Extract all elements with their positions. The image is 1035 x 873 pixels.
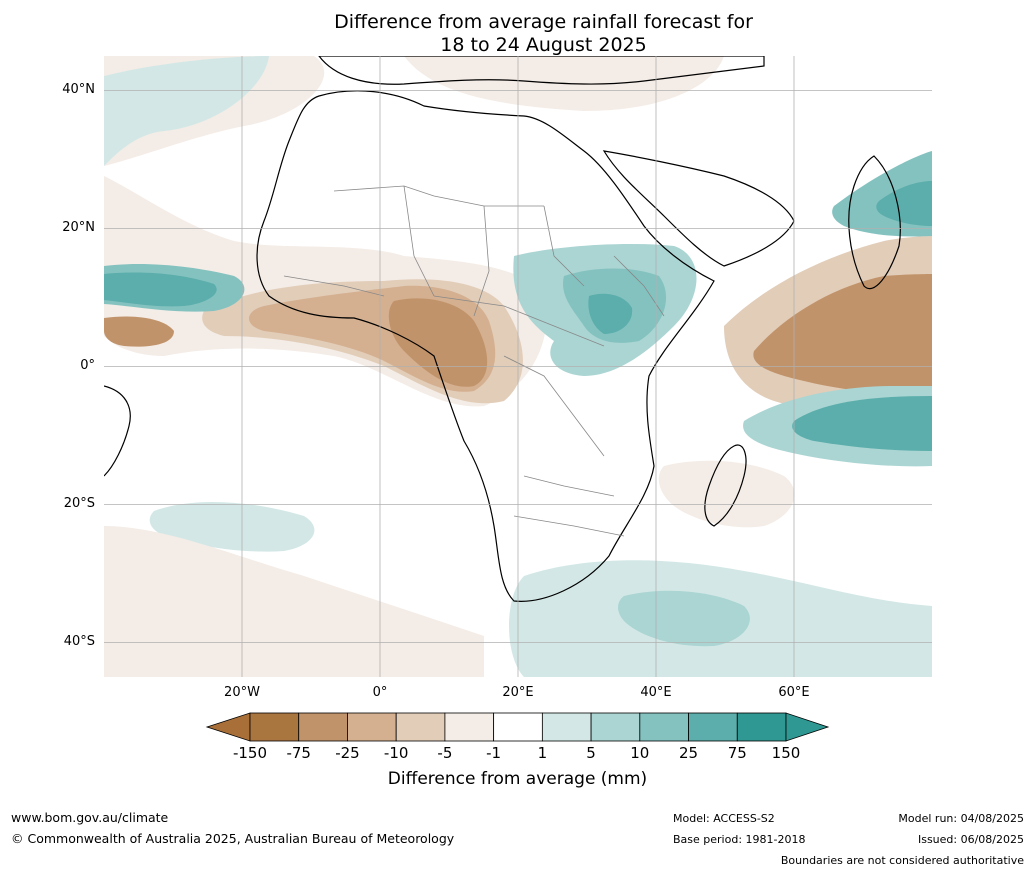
south-america-coastline (104, 385, 131, 477)
footer-issued: Issued: 06/08/2025 (917, 833, 1024, 846)
lat-label: 40°N (62, 82, 95, 97)
lat-label: 0° (80, 358, 95, 373)
colorbar-tick-label: -1 (486, 744, 502, 762)
africa-coastline (256, 90, 715, 602)
graticule (104, 56, 932, 677)
footer-copyright: © Commonwealth of Australia 2025, Austra… (11, 831, 455, 846)
colorbar-swatch (347, 712, 397, 742)
colorbar-title: Difference from average (mm) (387, 769, 648, 789)
colorbar-tick-label: -25 (335, 744, 360, 762)
colorbar-tick-label: -5 (437, 744, 453, 762)
anomaly-southern-ocean-dry (104, 526, 484, 677)
country-borders (283, 185, 665, 537)
colorbar-arrow-low (205, 712, 251, 742)
lon-label: 60°E (778, 685, 810, 700)
arabian-peninsula-coastline (602, 150, 795, 267)
anomaly-atlantic-wet-core (104, 272, 217, 307)
anomaly-fields (104, 56, 932, 677)
lon-label: 40°E (640, 685, 672, 700)
anomaly-southern-ocean-wet-core (618, 590, 750, 647)
footer-base-period: Base period: 1981-2018 (673, 833, 806, 846)
map-title-line1: Difference from average rainfall forecas… (334, 11, 753, 33)
lat-label: 20°N (62, 220, 95, 235)
colorbar-arrow-high (785, 712, 830, 742)
colorbar-tick-label: 1 (537, 744, 548, 762)
madagascar-coastline (704, 444, 747, 527)
colorbar-swatch (493, 712, 543, 742)
map-title-line2: 18 to 24 August 2025 (440, 34, 647, 56)
lat-label: 20°S (63, 496, 95, 511)
europe-coastline (318, 56, 765, 85)
colorbar-swatches (205, 712, 830, 742)
colorbar-swatch (639, 712, 689, 742)
footer-model: Model: ACCESS-S2 (673, 812, 775, 825)
colorbar-tick-label: 75 (727, 744, 747, 762)
footer-disclaimer: Boundaries are not considered authoritat… (780, 854, 1024, 867)
anomaly-south-indian-wet (792, 396, 932, 451)
anomaly-south-indian-dry (658, 460, 795, 528)
colorbar-swatch (688, 712, 738, 742)
colorbar-tick-label: 150 (771, 744, 801, 762)
lon-label: 0° (372, 685, 388, 700)
colorbar-tick-label: 5 (586, 744, 596, 762)
colorbar-swatch (541, 712, 592, 742)
colorbar-swatch (298, 712, 348, 742)
anomaly-arabian-sea-wet-core (876, 181, 932, 226)
footer-site: www.bom.gov.au/climate (11, 810, 169, 825)
colorbar-tick-label: 25 (678, 744, 699, 762)
colorbar-swatch (444, 712, 495, 742)
colorbar-tick-label: -75 (286, 744, 311, 762)
lon-label: 20°W (224, 685, 260, 700)
anomaly-atlantic-dry-blob (104, 316, 174, 347)
anomaly-north-atlantic-wet (104, 56, 269, 166)
india-coastline (848, 155, 901, 290)
lat-label: 40°S (63, 634, 95, 649)
land-areas (104, 56, 901, 602)
colorbar-tick-label: -150 (232, 744, 268, 762)
anomaly-congo-dry (388, 298, 488, 387)
colorbar-swatch (249, 712, 300, 742)
lon-label: 20°E (502, 685, 534, 700)
footer-model-run: Model run: 04/08/2025 (898, 812, 1024, 825)
colorbar-tick-label: -10 (383, 744, 409, 762)
colorbar-swatch (736, 712, 787, 742)
colorbar-swatch (395, 712, 446, 742)
anomaly-indian-ocean-dry (753, 274, 932, 393)
rainfall-anomaly-map (104, 56, 932, 677)
anomaly-east-africa-wet-peak (588, 293, 633, 334)
colorbar-tick-label: 10 (630, 744, 650, 762)
anomaly-south-atlantic-wet (149, 501, 315, 552)
colorbar-swatch (590, 712, 641, 742)
map-title: Difference from average rainfall forecas… (0, 11, 1035, 57)
